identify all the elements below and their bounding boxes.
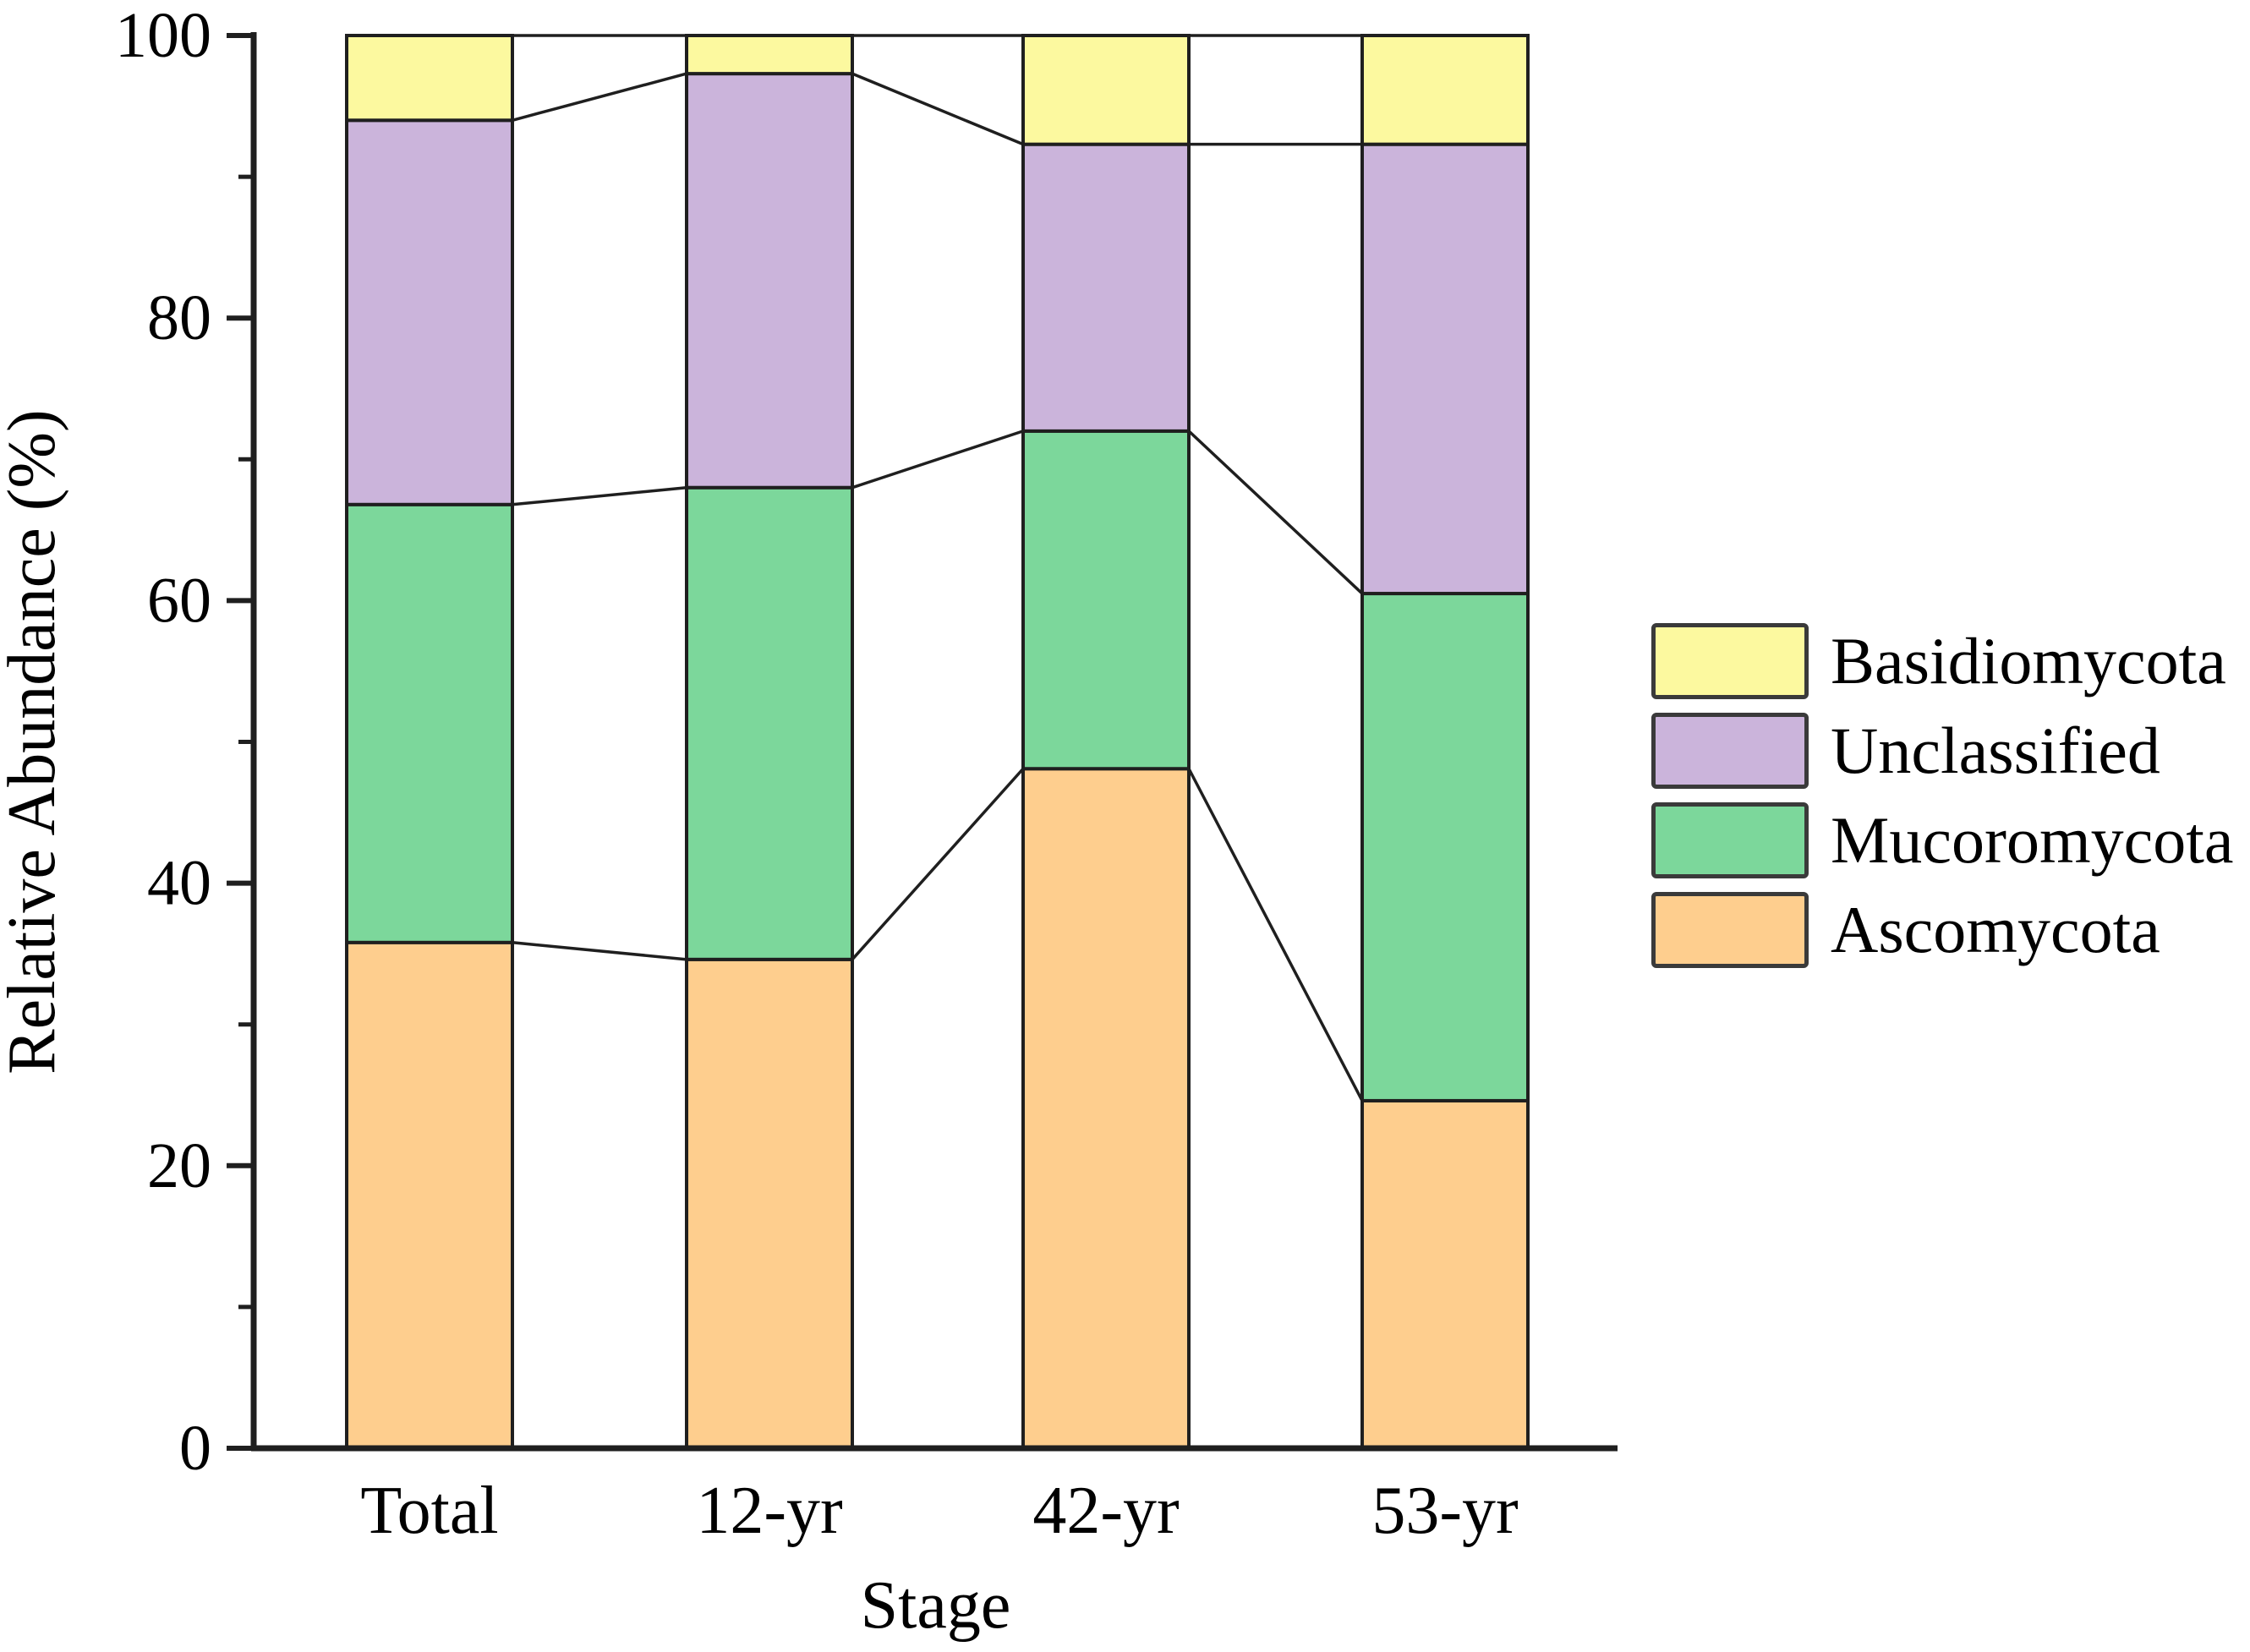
x-tick-label: 12-yr [696, 1474, 842, 1548]
x-tick-label: Total [360, 1474, 498, 1548]
bar-segment-12-yr-Ascomycota [685, 957, 854, 1450]
legend-label: Unclassified [1831, 714, 2160, 787]
y-tick-label: 0 [179, 1413, 211, 1484]
bar-segment-Total-Mucoromycota [345, 502, 514, 944]
y-axis-title: Relative Abundance (%) [0, 409, 69, 1074]
y-tick-label: 60 [147, 565, 211, 636]
bar-segment-Total-Basidiomycota [345, 34, 514, 123]
x-tick-label: 42-yr [1032, 1474, 1179, 1548]
bar-segment-53-yr-Mucoromycota [1360, 592, 1530, 1102]
legend-item-ascomycota: Ascomycota [1651, 892, 2234, 968]
connector-line [1187, 768, 1364, 1102]
connector-line [512, 72, 687, 122]
x-axis-title: Stage [861, 1568, 1011, 1643]
y-tick-label: 40 [147, 848, 211, 919]
legend-item-mucoromycota: Mucoromycota [1651, 802, 2234, 878]
x-tick-label: 53-yr [1371, 1474, 1518, 1548]
bar-segment-53-yr-Basidiomycota [1360, 34, 1530, 146]
bar-segment-Total-Unclassified [345, 118, 514, 506]
legend-swatch-icon [1651, 802, 1809, 878]
bar-segment-12-yr-Unclassified [685, 72, 854, 490]
bar-segment-42-yr-Unclassified [1021, 142, 1191, 433]
bar-segment-42-yr-Mucoromycota [1021, 429, 1191, 771]
connector-line [1187, 429, 1364, 595]
connector-line [851, 429, 1024, 490]
legend-swatch-icon [1651, 892, 1809, 968]
y-tick-label: 80 [147, 282, 211, 353]
legend-swatch-icon [1651, 623, 1809, 699]
legend-label: Basidiomycota [1831, 624, 2226, 697]
legend-item-basidiomycota: Basidiomycota [1651, 623, 2234, 699]
connector-line [512, 485, 687, 506]
bar-segment-42-yr-Ascomycota [1021, 767, 1191, 1450]
y-tick-label: 100 [115, 0, 211, 71]
connector-line [512, 941, 687, 961]
legend-label: Ascomycota [1831, 893, 2160, 966]
legend: Basidiomycota Unclassified Mucoromycota Asc… [1651, 623, 2234, 982]
bar-segment-53-yr-Unclassified [1360, 142, 1530, 596]
bar-segment-53-yr-Ascomycota [1360, 1098, 1530, 1450]
connector-line [851, 72, 1024, 146]
legend-label: Mucoromycota [1831, 803, 2234, 877]
bar-segment-12-yr-Basidiomycota [685, 34, 854, 76]
bar-segment-42-yr-Basidiomycota [1021, 34, 1191, 146]
connector-line [851, 768, 1025, 961]
bar-segment-12-yr-Mucoromycota [685, 485, 854, 961]
y-tick-label: 20 [147, 1130, 211, 1201]
bar-segment-Total-Ascomycota [345, 940, 514, 1450]
legend-swatch-icon [1651, 713, 1809, 789]
legend-item-unclassified: Unclassified [1651, 713, 2234, 789]
